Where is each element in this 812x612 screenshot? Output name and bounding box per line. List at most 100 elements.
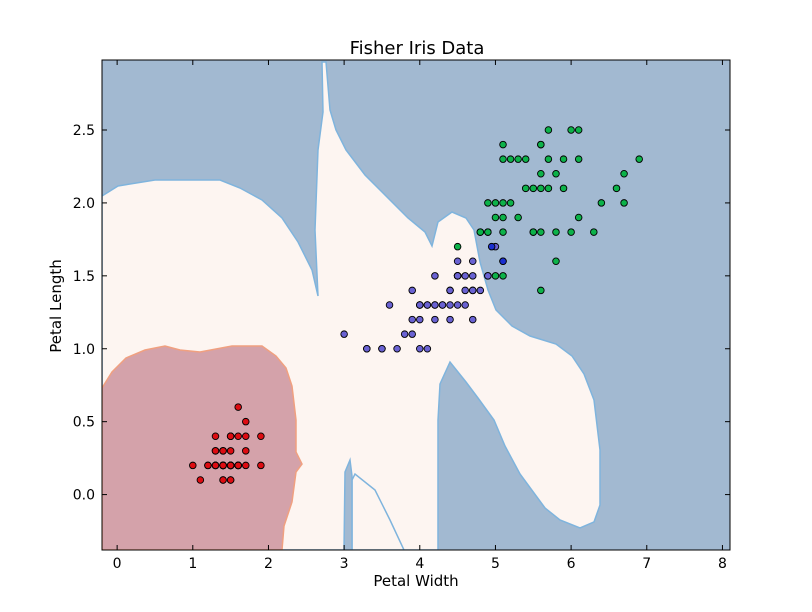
data-point [461,272,469,280]
data-point [537,286,545,295]
data-point [469,286,477,295]
data-point [234,461,242,470]
data-point [506,199,515,207]
x-tick-label: 0 [113,556,122,572]
chart-title: Fisher Iris Data [350,38,485,59]
data-point [363,345,371,353]
data-point [226,432,235,441]
y-tick-label: 1.5 [73,269,95,285]
data-point [559,155,568,163]
data-point [219,447,227,455]
data-point [491,272,500,280]
data-point [484,199,492,207]
data-point [529,228,538,236]
data-point [521,184,530,193]
data-point [423,345,432,353]
y-axis: 0.0 0.5 1.0 1.5 2.0 2.5 [73,123,730,504]
x-tick-label: 4 [415,556,424,572]
x-tick-label: 6 [567,556,576,572]
data-point [211,432,220,441]
data-point [408,286,416,295]
x-tick-label: 8 [718,556,727,572]
scatter-points [189,126,643,484]
data-point [499,228,507,236]
data-point [408,330,416,338]
x-tick-label: 5 [491,556,500,572]
data-point [453,272,462,280]
data-point [476,286,485,295]
x-axis-label: Petal Width [373,572,458,590]
data-point [453,301,462,309]
data-point [574,213,583,222]
data-point [211,461,220,470]
data-point [499,155,507,163]
data-point [544,184,553,193]
data-point [461,286,469,295]
data-point [400,330,409,338]
y-axis-label: Petal Length [47,259,65,353]
data-point [552,257,560,266]
data-point [567,228,575,236]
data-point [431,301,439,309]
data-point [537,169,545,178]
data-point [226,461,235,470]
data-point [219,461,227,470]
data-point [469,272,477,280]
data-point [620,199,628,207]
data-point [257,432,265,441]
data-point [574,126,583,134]
data-point [431,272,439,280]
x-tick-label: 7 [642,556,651,572]
data-point [506,155,515,163]
data-point [491,199,500,207]
data-point [219,476,227,484]
data-point [514,213,522,222]
data-point [491,213,500,222]
data-point [416,315,424,324]
x-tick-label: 1 [188,556,197,572]
data-point [529,184,538,193]
data-point [559,184,568,193]
data-point [242,461,250,470]
data-point [469,257,477,266]
data-point [446,286,454,295]
data-point [514,155,522,163]
data-point [461,301,469,309]
data-point [257,461,265,470]
plot-frame [101,59,731,551]
data-point [242,432,250,441]
y-tick-label: 2.0 [73,196,95,212]
data-point [340,330,348,338]
x-axis: 0 1 2 3 4 5 6 7 8 [113,60,727,572]
plot-area [102,60,730,550]
data-point [446,301,454,309]
data-point [567,126,575,134]
data-point [597,199,606,207]
data-point [499,199,507,207]
data-point [499,140,507,149]
data-point [635,155,643,163]
y-tick-label: 0.5 [73,415,95,431]
data-point [521,155,530,163]
data-point [446,315,454,324]
data-point [204,461,212,470]
data-point [393,345,401,353]
y-tick-label: 0.0 [73,488,95,504]
data-point [234,432,242,441]
y-tick-label: 2.5 [73,123,95,139]
data-point [476,228,485,236]
data-point [211,447,220,455]
y-tick-label: 1.0 [73,342,95,358]
x-tick-label: 3 [340,556,349,572]
data-point [612,184,621,193]
data-point [487,242,496,251]
data-point [431,315,439,324]
data-point [552,228,560,236]
data-point [226,476,235,484]
data-point [484,272,492,280]
data-point [453,257,462,266]
data-point [544,155,553,163]
data-point [499,257,507,266]
data-point [484,228,492,236]
